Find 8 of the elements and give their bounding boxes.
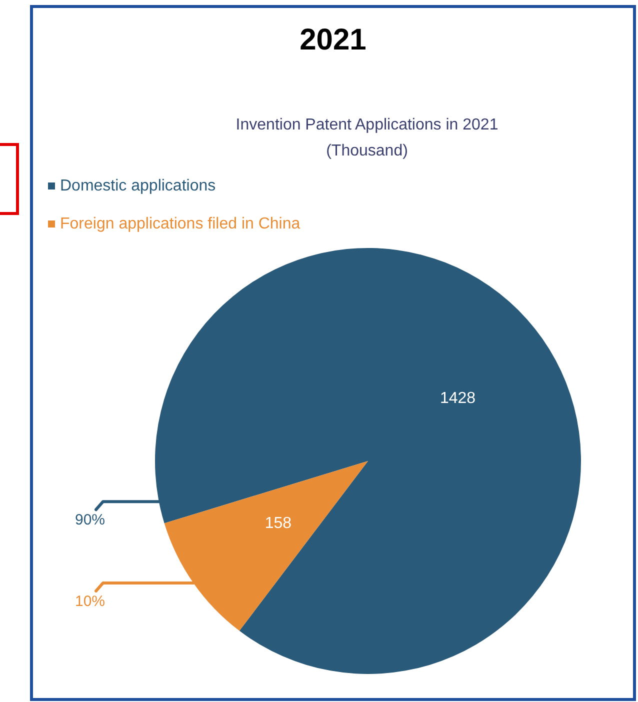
text: 10%	[75, 592, 106, 610]
data-label: 158	[264, 515, 292, 532]
text: 90%	[75, 512, 106, 529]
legend-label: Domestic applications	[60, 178, 216, 194]
chart-subtitle: Invention Patent Applications in 2021 (Thousand)	[236, 116, 498, 160]
chart-title: 2021	[300, 24, 366, 56]
data-label: 1428	[440, 390, 476, 407]
legend-label: Foreign applications filed in China	[60, 216, 300, 232]
